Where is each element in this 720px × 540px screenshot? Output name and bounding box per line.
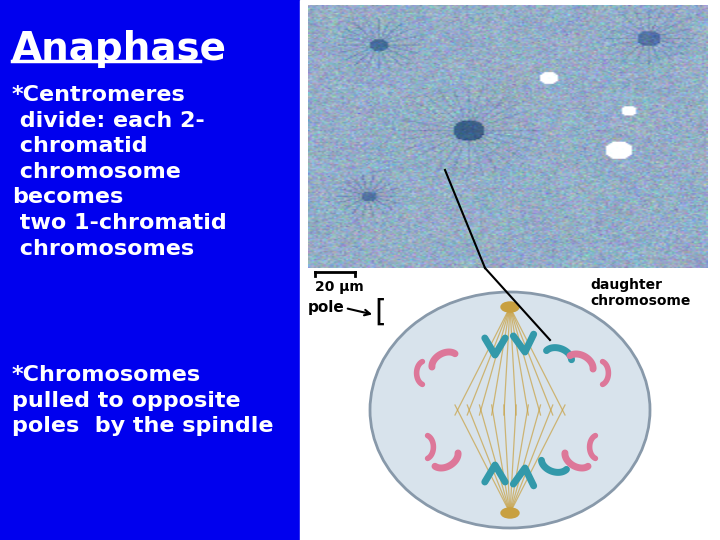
- Ellipse shape: [370, 292, 650, 528]
- Ellipse shape: [501, 508, 519, 518]
- Text: Anaphase: Anaphase: [12, 30, 227, 68]
- Text: daughter
chromosome: daughter chromosome: [590, 278, 690, 308]
- Text: pole: pole: [308, 300, 345, 315]
- Bar: [300, 0, 720, 540]
- Text: [: [: [374, 298, 386, 327]
- Text: *Chromosomes
pulled to opposite
poles  by the spindle: *Chromosomes pulled to opposite poles by…: [12, 365, 274, 436]
- Text: *Centromeres
 divide: each 2-
 chromatid
 chromosome
becomes
 two 1-chromatid
 c: *Centromeres divide: each 2- chromatid c…: [12, 85, 227, 259]
- Ellipse shape: [501, 302, 519, 312]
- Text: 20 μm: 20 μm: [315, 280, 364, 294]
